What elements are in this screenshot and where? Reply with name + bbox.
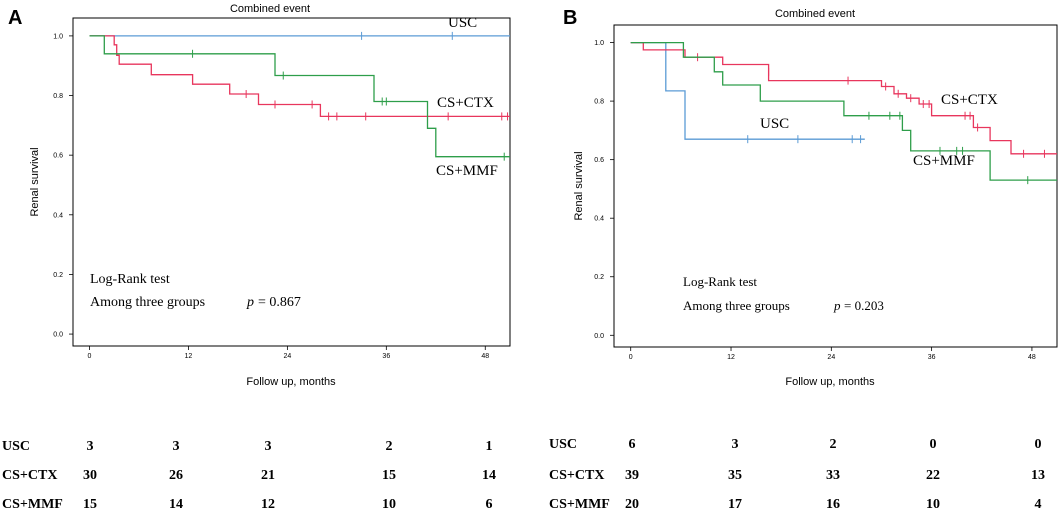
chart-b-line-csmmf <box>630 41 1057 181</box>
chart-b-ytick-label: 0.4 <box>594 216 604 223</box>
chart-b-frame <box>613 24 1058 348</box>
chart-b-line-usc <box>630 41 865 140</box>
risk-a-value: 2 <box>386 439 393 454</box>
chart-a-xtick-label: 0 <box>88 353 92 360</box>
risk-a-value: 3 <box>265 439 272 454</box>
chart-b-legend-csmmf: CS+MMF <box>913 153 975 169</box>
chart-a-frame <box>72 17 511 347</box>
chart-a-p-value: = 0.867 <box>258 295 301 310</box>
risk-a-value: 1 <box>486 439 493 454</box>
chart-b-p-value: = 0.203 <box>844 298 884 313</box>
risk-b-value: 6 <box>629 437 636 452</box>
chart-b-xtick-label: 12 <box>727 354 735 361</box>
chart-a-x-ticks: 0 12 24 36 48 <box>88 346 489 360</box>
risk-b-value: 13 <box>1031 468 1045 483</box>
chart-a-groups: Among three groups <box>90 295 205 310</box>
chart-a-ytick-label: 0.4 <box>53 212 63 219</box>
risk-b-value: 20 <box>625 497 639 511</box>
risk-a-value: 12 <box>261 497 275 511</box>
risk-b-value: 35 <box>728 468 742 483</box>
chart-a-title: Combined event <box>230 3 310 15</box>
chart-a-ytick-label: 0.2 <box>53 272 63 279</box>
risk-a-label-csmmf: CS+MMF <box>2 497 63 511</box>
risk-a-value: 15 <box>382 468 396 483</box>
chart-a-xtick-label: 24 <box>283 353 291 360</box>
chart-a-ylabel: Renal survival <box>29 147 41 216</box>
chart-a-p-label: p <box>246 295 254 310</box>
chart-b-xtick-label: 24 <box>827 354 835 361</box>
chart-b-xlabel: Follow up, months <box>785 376 875 388</box>
chart-b-xtick-label: 48 <box>1028 354 1036 361</box>
chart-b-xtick-label: 0 <box>629 354 633 361</box>
risk-b-value: 4 <box>1035 497 1042 511</box>
chart-b-series <box>630 41 1057 185</box>
panel-letter-b: B <box>563 7 577 29</box>
chart-b-logrank: Log-Rank test <box>683 274 757 289</box>
risk-b-label-csmmf: CS+MMF <box>549 497 610 511</box>
risk-b-value: 22 <box>926 468 940 483</box>
chart-b-ytick-label: 0.6 <box>594 157 604 164</box>
chart-b-groups: Among three groups <box>683 298 790 313</box>
risk-a-value: 6 <box>486 497 493 511</box>
risk-a-value: 30 <box>83 468 97 483</box>
panel-a: A Combined event 0.0 0.2 0.4 0.6 0.8 1.0 0 12 2… <box>8 3 511 388</box>
chart-a-line-csmmf <box>89 35 510 158</box>
chart-a-line-csctx <box>89 35 510 118</box>
risk-a-label-csctx: CS+CTX <box>2 468 57 483</box>
risk-a-value: 21 <box>261 468 275 483</box>
risk-a-value: 14 <box>169 497 183 511</box>
chart-a-legend-usc: USC <box>448 15 477 31</box>
chart-a-y-ticks: 0.0 0.2 0.4 0.6 0.8 1.0 <box>53 33 73 339</box>
chart-a-xlabel: Follow up, months <box>246 376 336 388</box>
risk-b-label-csctx: CS+CTX <box>549 468 604 483</box>
chart-b-x-ticks: 0 12 24 36 48 <box>629 347 1036 361</box>
chart-a-logrank: Log-Rank test <box>90 272 170 287</box>
risk-a-value: 14 <box>482 468 496 483</box>
risk-a-value: 3 <box>173 439 180 454</box>
panel-letter-a: A <box>8 7 22 29</box>
risk-b-value: 2 <box>830 437 837 452</box>
risk-b-value: 16 <box>826 497 840 511</box>
chart-a-ytick-label: 0.8 <box>53 93 63 100</box>
risk-b-value: 0 <box>930 437 937 452</box>
chart-a-legend-csmmf: CS+MMF <box>436 163 498 179</box>
chart-b-xtick-label: 36 <box>928 354 936 361</box>
chart-a-xtick-label: 48 <box>481 353 489 360</box>
chart-b-legend-csctx: CS+CTX <box>941 92 998 108</box>
chart-b-legend-usc: USC <box>760 116 789 132</box>
chart-b-title: Combined event <box>775 8 855 20</box>
chart-a-series <box>89 31 510 161</box>
chart-a-xtick-label: 36 <box>382 353 390 360</box>
risk-a-label-usc: USC <box>2 439 30 454</box>
panel-b: B Combined event 0.0 0.2 0.4 0.6 0.8 1.0 0 12 2… <box>563 7 1058 388</box>
risk-b-label-usc: USC <box>549 437 577 452</box>
risk-a-value: 10 <box>382 497 396 511</box>
chart-b-y-ticks: 0.0 0.2 0.4 0.6 0.8 1.0 <box>594 40 614 340</box>
chart-b-p-label: p <box>833 298 841 313</box>
risk-b-value: 10 <box>926 497 940 511</box>
risk-a-value: 15 <box>83 497 97 511</box>
chart-a-xtick-label: 12 <box>185 353 193 360</box>
chart-a-ytick-label: 0.6 <box>53 153 63 160</box>
chart-b-ytick-label: 0.8 <box>594 99 604 106</box>
risk-a-value: 26 <box>169 468 183 483</box>
chart-a-legend-csctx: CS+CTX <box>437 95 494 111</box>
chart-a-ytick-label: 0.0 <box>53 332 63 339</box>
risk-b-value: 39 <box>625 468 639 483</box>
risk-b-value: 33 <box>826 468 840 483</box>
risk-b-value: 0 <box>1035 437 1042 452</box>
risk-b-value: 17 <box>728 497 742 511</box>
chart-a-ytick-label: 1.0 <box>53 33 63 40</box>
risk-b-value: 3 <box>732 437 739 452</box>
chart-b-ylabel: Renal survival <box>573 151 585 220</box>
chart-b-ytick-label: 0.2 <box>594 274 604 281</box>
chart-b-ytick-label: 0.0 <box>594 333 604 340</box>
risk-a-value: 3 <box>87 439 94 454</box>
chart-b-ytick-label: 1.0 <box>594 40 604 47</box>
